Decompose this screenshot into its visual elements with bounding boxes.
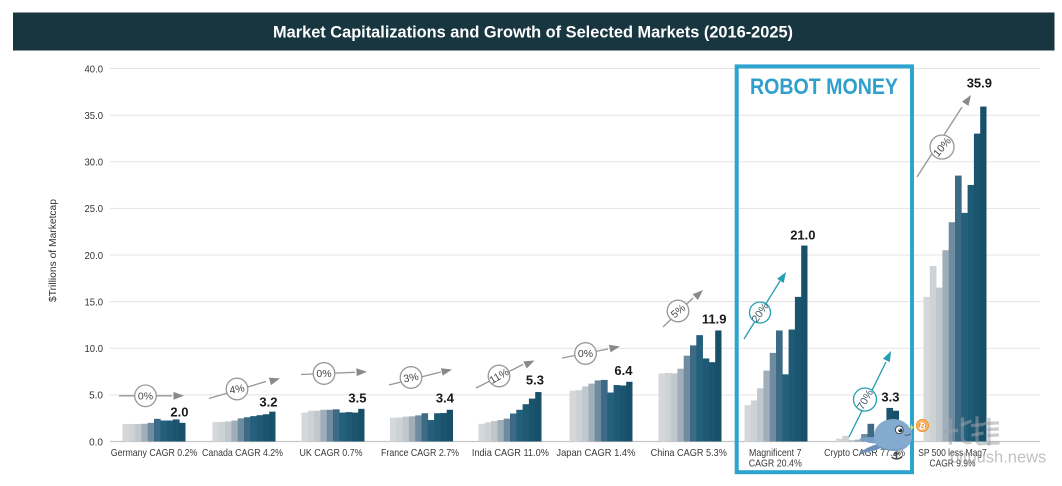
svg-text:15.0: 15.0	[85, 297, 104, 308]
svg-text:6.4: 6.4	[614, 363, 633, 378]
svg-text:ROBOT MONEY: ROBOT MONEY	[750, 74, 898, 99]
svg-text:11.9: 11.9	[702, 312, 727, 327]
svg-text:35.0: 35.0	[85, 111, 104, 122]
svg-text:20.0: 20.0	[85, 251, 104, 262]
svg-text:France CAGR 2.7%: France CAGR 2.7%	[381, 448, 459, 459]
svg-text:35.9: 35.9	[967, 75, 992, 90]
svg-text:Magnificent 7: Magnificent 7	[749, 448, 802, 459]
svg-text:India CAGR 11.0%: India CAGR 11.0%	[472, 448, 549, 459]
svg-text:5.3: 5.3	[526, 373, 544, 388]
svg-text:bitpush.news: bitpush.news	[950, 449, 1046, 467]
svg-text:4%: 4%	[229, 382, 246, 396]
svg-text:0%: 0%	[138, 390, 153, 402]
svg-text:0%: 0%	[316, 368, 331, 380]
svg-text:CAGR 9.9%: CAGR 9.9%	[930, 459, 976, 470]
svg-text:30.0: 30.0	[85, 158, 104, 169]
svg-text:₿: ₿	[918, 420, 927, 431]
svg-text:2.0: 2.0	[170, 404, 188, 419]
svg-text:5.0: 5.0	[89, 391, 103, 402]
svg-text:3.4: 3.4	[436, 390, 455, 405]
svg-text:Market Capitalizations and Gro: Market Capitalizations and Growth of Sel…	[273, 24, 793, 42]
svg-text:0.0: 0.0	[89, 437, 103, 448]
svg-text:Japan CAGR 1.4%: Japan CAGR 1.4%	[556, 448, 635, 459]
svg-text:China CAGR 5.3%: China CAGR 5.3%	[651, 448, 727, 459]
svg-text:Canada CAGR 4.2%: Canada CAGR 4.2%	[202, 448, 283, 459]
svg-text:40.0: 40.0	[85, 64, 104, 75]
svg-text:Crypto CAGR 77.3%: Crypto CAGR 77.3%	[824, 448, 905, 459]
svg-text:3.2: 3.2	[259, 394, 277, 409]
svg-text:UK CAGR 0.7%: UK CAGR 0.7%	[300, 448, 363, 459]
svg-text:3.5: 3.5	[348, 390, 366, 405]
svg-text:Germany CAGR 0.2%: Germany CAGR 0.2%	[111, 448, 198, 459]
svg-text:21.0: 21.0	[790, 227, 815, 242]
svg-text:25.0: 25.0	[85, 204, 104, 215]
svg-text:3%: 3%	[403, 371, 420, 385]
svg-text:0%: 0%	[578, 348, 593, 360]
svg-text:3.3: 3.3	[881, 390, 899, 405]
svg-text:CAGR 20.4%: CAGR 20.4%	[749, 459, 802, 470]
svg-text:10.0: 10.0	[85, 344, 104, 355]
svg-text:SP 500 less Mag7: SP 500 less Mag7	[918, 448, 987, 459]
svg-text:$Trillions of Marketcap: $Trillions of Marketcap	[48, 199, 59, 302]
